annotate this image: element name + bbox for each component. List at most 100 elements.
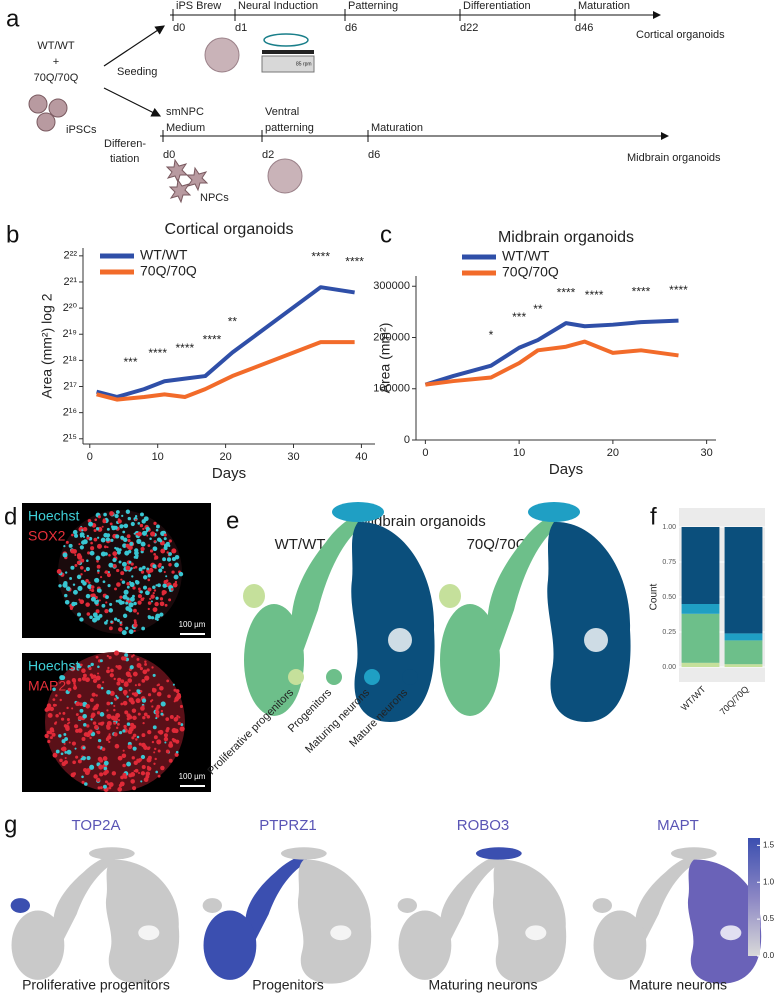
nucleus: [156, 618, 159, 621]
nucleus: [97, 536, 100, 539]
nucleus: [170, 588, 174, 591]
nucleus: [157, 583, 161, 588]
stain-label: Hoechst: [28, 508, 79, 524]
nucleus: [153, 540, 157, 543]
nucleus: [114, 587, 117, 591]
nucleus: [140, 771, 146, 776]
nucleus: [104, 621, 108, 625]
stage-label: Medium: [166, 122, 205, 134]
nucleus: [168, 539, 172, 543]
umap: [439, 502, 631, 722]
nucleus: [133, 770, 136, 773]
nucleus: [174, 554, 180, 560]
umap: [243, 502, 435, 722]
route-label: Seeding: [117, 66, 157, 78]
nucleus: [155, 613, 161, 619]
nucleus: [156, 739, 162, 745]
nucleus: [106, 701, 111, 706]
nucleus: [105, 737, 109, 740]
nucleus: [99, 786, 103, 790]
nucleus: [156, 691, 162, 697]
nucleus: [164, 737, 168, 741]
nucleus: [120, 578, 123, 581]
nucleus: [119, 781, 125, 787]
nucleus: [122, 530, 126, 534]
nucleus: [101, 747, 106, 751]
nucleus: [121, 630, 127, 636]
nucleus: [86, 534, 89, 538]
cell-icon: [28, 94, 48, 114]
significance: ****: [345, 255, 364, 269]
nucleus: [152, 564, 157, 569]
nucleus: [116, 618, 121, 623]
nucleus: [115, 547, 120, 551]
y-tick-label: 2¹⁸: [63, 354, 77, 366]
nucleus: [110, 620, 113, 624]
nucleus: [160, 765, 165, 771]
nucleus: [157, 774, 161, 778]
nucleus: [147, 574, 151, 578]
nucleus: [118, 560, 122, 564]
nucleus: [150, 616, 155, 620]
umap: [397, 847, 567, 984]
nucleus: [153, 521, 157, 525]
gene-label: MAPT: [657, 817, 699, 834]
nucleus: [158, 562, 162, 567]
nucleus: [75, 703, 79, 706]
nucleus: [155, 717, 158, 720]
day-label: d22: [460, 22, 478, 34]
x-tick-label: 0: [422, 447, 428, 459]
nucleus: [137, 600, 142, 605]
nucleus: [123, 658, 127, 661]
nucleus: [150, 594, 155, 599]
nucleus: [108, 786, 112, 790]
nucleus: [153, 751, 156, 754]
panel-letter: b: [6, 221, 19, 248]
nucleus: [93, 774, 98, 779]
cell-type-label: Proliferative progenitors: [22, 977, 170, 993]
nucleus: [133, 566, 136, 569]
y-tick-label: 300000: [373, 280, 410, 292]
nucleus: [151, 705, 154, 708]
nucleus: [155, 714, 160, 718]
nucleus: [123, 589, 129, 595]
nucleus: [146, 766, 152, 771]
nucleus: [122, 613, 128, 618]
nucleus: [44, 733, 49, 739]
nucleus: [56, 569, 62, 574]
y-tick-label: 100000: [373, 383, 410, 395]
x-tick-label: 20: [219, 451, 231, 463]
nucleus: [110, 668, 114, 673]
nucleus: [97, 571, 100, 574]
y-tick-label: 2¹⁵: [63, 433, 77, 445]
nucleus: [168, 758, 173, 763]
y-axis-label: Area (mm²): [377, 323, 393, 394]
umap-cluster: [291, 514, 362, 660]
nucleus: [141, 530, 147, 536]
nucleus: [141, 733, 146, 738]
panel-letter: g: [4, 811, 17, 838]
nucleus: [161, 592, 165, 596]
nucleus: [133, 760, 138, 765]
nucleus: [105, 517, 108, 520]
nucleus: [117, 719, 121, 722]
nucleus: [157, 749, 161, 753]
nucleus: [111, 771, 117, 776]
nucleus: [149, 549, 154, 553]
nucleus: [174, 752, 179, 757]
significance: **: [228, 315, 238, 329]
nucleus: [101, 721, 105, 725]
nucleus: [164, 741, 167, 744]
nucleus: [130, 521, 135, 527]
nucleus: [48, 730, 53, 735]
nucleus: [44, 707, 49, 712]
nucleus: [134, 684, 137, 687]
nucleus: [140, 512, 144, 517]
nucleus: [171, 548, 177, 554]
nucleus: [81, 540, 86, 545]
day-label: d0: [173, 22, 185, 34]
nucleus: [95, 676, 100, 681]
nucleus: [142, 716, 146, 720]
nucleus: [70, 666, 75, 672]
arrow: [103, 87, 162, 117]
